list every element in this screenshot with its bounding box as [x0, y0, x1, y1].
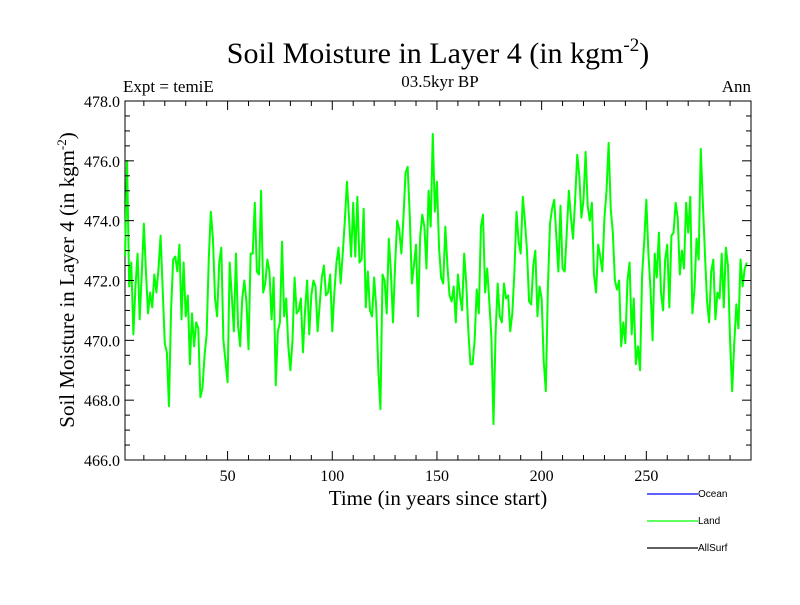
x-tick-label: 100: [320, 468, 344, 485]
y-tick-label: 470.0: [84, 333, 120, 350]
chart-title-main: Soil Moisture in Layer 4 (in kgm: [227, 37, 624, 70]
subtitle-right: Ann: [722, 77, 752, 96]
y-tick-label: 472.0: [84, 274, 120, 291]
chart-title-sup: -2: [623, 35, 639, 56]
series-line-land: [124, 132, 748, 426]
y-tick-label: 466.0: [84, 453, 120, 470]
legend: Ocean Land AllSurf: [647, 489, 728, 554]
x-axis: 50 100 150 200 250: [143, 101, 731, 485]
y-tick-label: 474.0: [84, 214, 120, 231]
y-axis-label: Soil Moisture in Layer 4 (in kgm-2): [54, 132, 79, 427]
series-layer: [124, 132, 748, 426]
y-tick-label: 478.0: [84, 94, 120, 111]
y-axis-label-main: Soil Moisture in Layer 4 (in kgm: [55, 150, 79, 428]
y-axis-label-close: ): [55, 132, 79, 139]
subtitle-left: Expt = temiE: [123, 77, 214, 96]
y-axis: 466.0 468.0 470.0 472.0 474.0 476.0 478.0: [84, 94, 751, 470]
y-tick-label: 476.0: [84, 154, 120, 171]
x-tick-label: 250: [634, 468, 658, 485]
x-axis-label: Time (in years since start): [329, 486, 548, 510]
chart-title-close: ): [639, 37, 649, 70]
legend-label-ocean: Ocean: [698, 489, 727, 500]
x-tick-label: 150: [425, 468, 449, 485]
chart-title: Soil Moisture in Layer 4 (in kgm-2): [227, 35, 649, 70]
y-tick-label: 468.0: [84, 393, 120, 410]
legend-label-allsurf: AllSurf: [698, 543, 728, 554]
y-axis-label-sup: -2: [54, 139, 69, 150]
legend-item-ocean: Ocean: [647, 489, 727, 500]
legend-item-allsurf: AllSurf: [647, 543, 728, 554]
legend-item-land: Land: [647, 516, 720, 527]
legend-label-land: Land: [698, 516, 720, 527]
x-tick-label: 200: [530, 468, 554, 485]
subtitle-center: 03.5kyr BP: [401, 72, 478, 91]
x-tick-label: 50: [220, 468, 236, 485]
